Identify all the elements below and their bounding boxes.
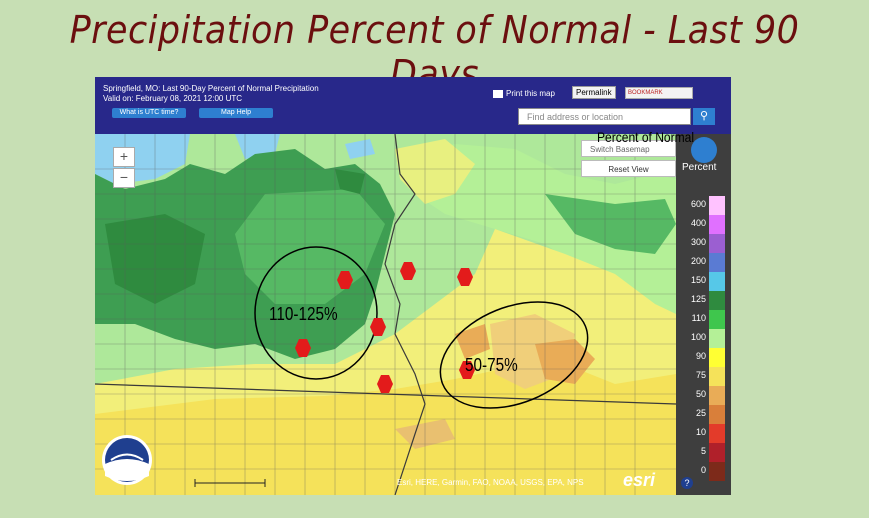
- legend-swatch: [709, 462, 725, 481]
- legend-swatch: [709, 310, 725, 329]
- esri-logo: esri: [623, 470, 656, 490]
- legend-swatch: [709, 367, 725, 386]
- zoom-in-button[interactable]: +: [113, 147, 135, 167]
- map-credits: Esri, HERE, Garmin, FAO, NOAA, USGS, EPA…: [397, 478, 584, 487]
- legend-label: 110: [691, 313, 706, 323]
- legend-swatch: [709, 329, 725, 348]
- precipitation-map[interactable]: + − Switch Basemap Reset View 110-125% 5…: [95, 133, 731, 495]
- reset-view-button[interactable]: Reset View: [581, 160, 676, 177]
- legend-label: 300: [690, 237, 706, 247]
- legend-label: 10: [695, 427, 706, 437]
- legend-label: 400: [690, 218, 706, 228]
- valid-date: Valid on: February 08, 2021 12:00 UTC: [103, 94, 243, 103]
- location-search-input[interactable]: Find address or location: [518, 108, 691, 125]
- legend-label: 200: [690, 256, 706, 266]
- legend-header: Percent: [682, 162, 717, 173]
- high-region-label: 110-125%: [269, 304, 338, 324]
- location-marker[interactable]: [459, 361, 475, 379]
- legend-label: 5: [700, 446, 706, 456]
- location-marker[interactable]: [457, 268, 473, 286]
- legend-label: 125: [690, 294, 706, 304]
- legend-label: 0: [700, 465, 706, 475]
- high-precip-circle: [254, 246, 378, 380]
- legend-label: 25: [695, 408, 706, 418]
- legend-label: 75: [695, 370, 706, 380]
- location-marker[interactable]: [337, 271, 353, 289]
- legend-swatches: [691, 137, 725, 481]
- legend-swatch: [709, 291, 725, 310]
- legend-label: 90: [695, 351, 706, 361]
- legend-swatch: [709, 253, 725, 272]
- map-header: Springfield, MO: Last 90-Day Percent of …: [95, 77, 731, 134]
- utc-time-button[interactable]: What is UTC time?: [112, 108, 186, 118]
- low-precip-ellipse: [439, 301, 589, 409]
- bookmark-button[interactable]: BOOKMARK: [625, 87, 693, 99]
- printer-icon: [493, 89, 503, 98]
- legend-swatch: [709, 348, 725, 367]
- legend-swatch: [709, 272, 725, 291]
- scale-bar: [194, 479, 266, 487]
- map-help-button[interactable]: Map Help: [199, 108, 273, 118]
- legend-logo-icon: [691, 137, 717, 163]
- map-canvas: [95, 133, 677, 495]
- legend-label: 600: [690, 199, 706, 209]
- low-region-label: 50-75%: [465, 355, 518, 375]
- help-icon[interactable]: ?: [681, 477, 693, 489]
- legend-swatch: [709, 443, 725, 462]
- search-icon: ⚲: [699, 110, 709, 122]
- location-marker[interactable]: [377, 375, 393, 393]
- map-viewer-panel: Springfield, MO: Last 90-Day Percent of …: [95, 77, 731, 495]
- zoom-out-button[interactable]: −: [113, 168, 135, 188]
- search-button[interactable]: ⚲: [693, 108, 715, 125]
- legend-swatch: [709, 215, 725, 234]
- legend-label: 100: [690, 332, 706, 342]
- legend-label: 150: [690, 275, 706, 285]
- legend-swatch: [709, 234, 725, 253]
- location-marker[interactable]: [295, 339, 311, 357]
- legend-swatch: [709, 405, 725, 424]
- location-marker[interactable]: [370, 318, 386, 336]
- legend-label: 50: [695, 389, 706, 399]
- map-product-title: Springfield, MO: Last 90-Day Percent of …: [103, 84, 319, 93]
- permalink-button[interactable]: Permalink: [572, 86, 616, 99]
- switch-basemap-button[interactable]: Switch Basemap: [581, 140, 676, 157]
- slide-title: Precipitation Percent of Normal - Last 9…: [69, 8, 800, 96]
- legend-title: Percent of Normal: [597, 129, 695, 145]
- print-map-label: Print this map: [506, 89, 555, 98]
- legend-swatch: [709, 196, 725, 215]
- legend-panel: Percent 600 400 300 200 150 125 110 100 90 75 50 25…: [676, 134, 731, 495]
- legend-swatch: [709, 424, 725, 443]
- noaa-logo: [102, 435, 152, 485]
- legend-swatch: [709, 386, 725, 405]
- location-marker[interactable]: [400, 262, 416, 280]
- print-map-link[interactable]: Print this map: [493, 89, 555, 98]
